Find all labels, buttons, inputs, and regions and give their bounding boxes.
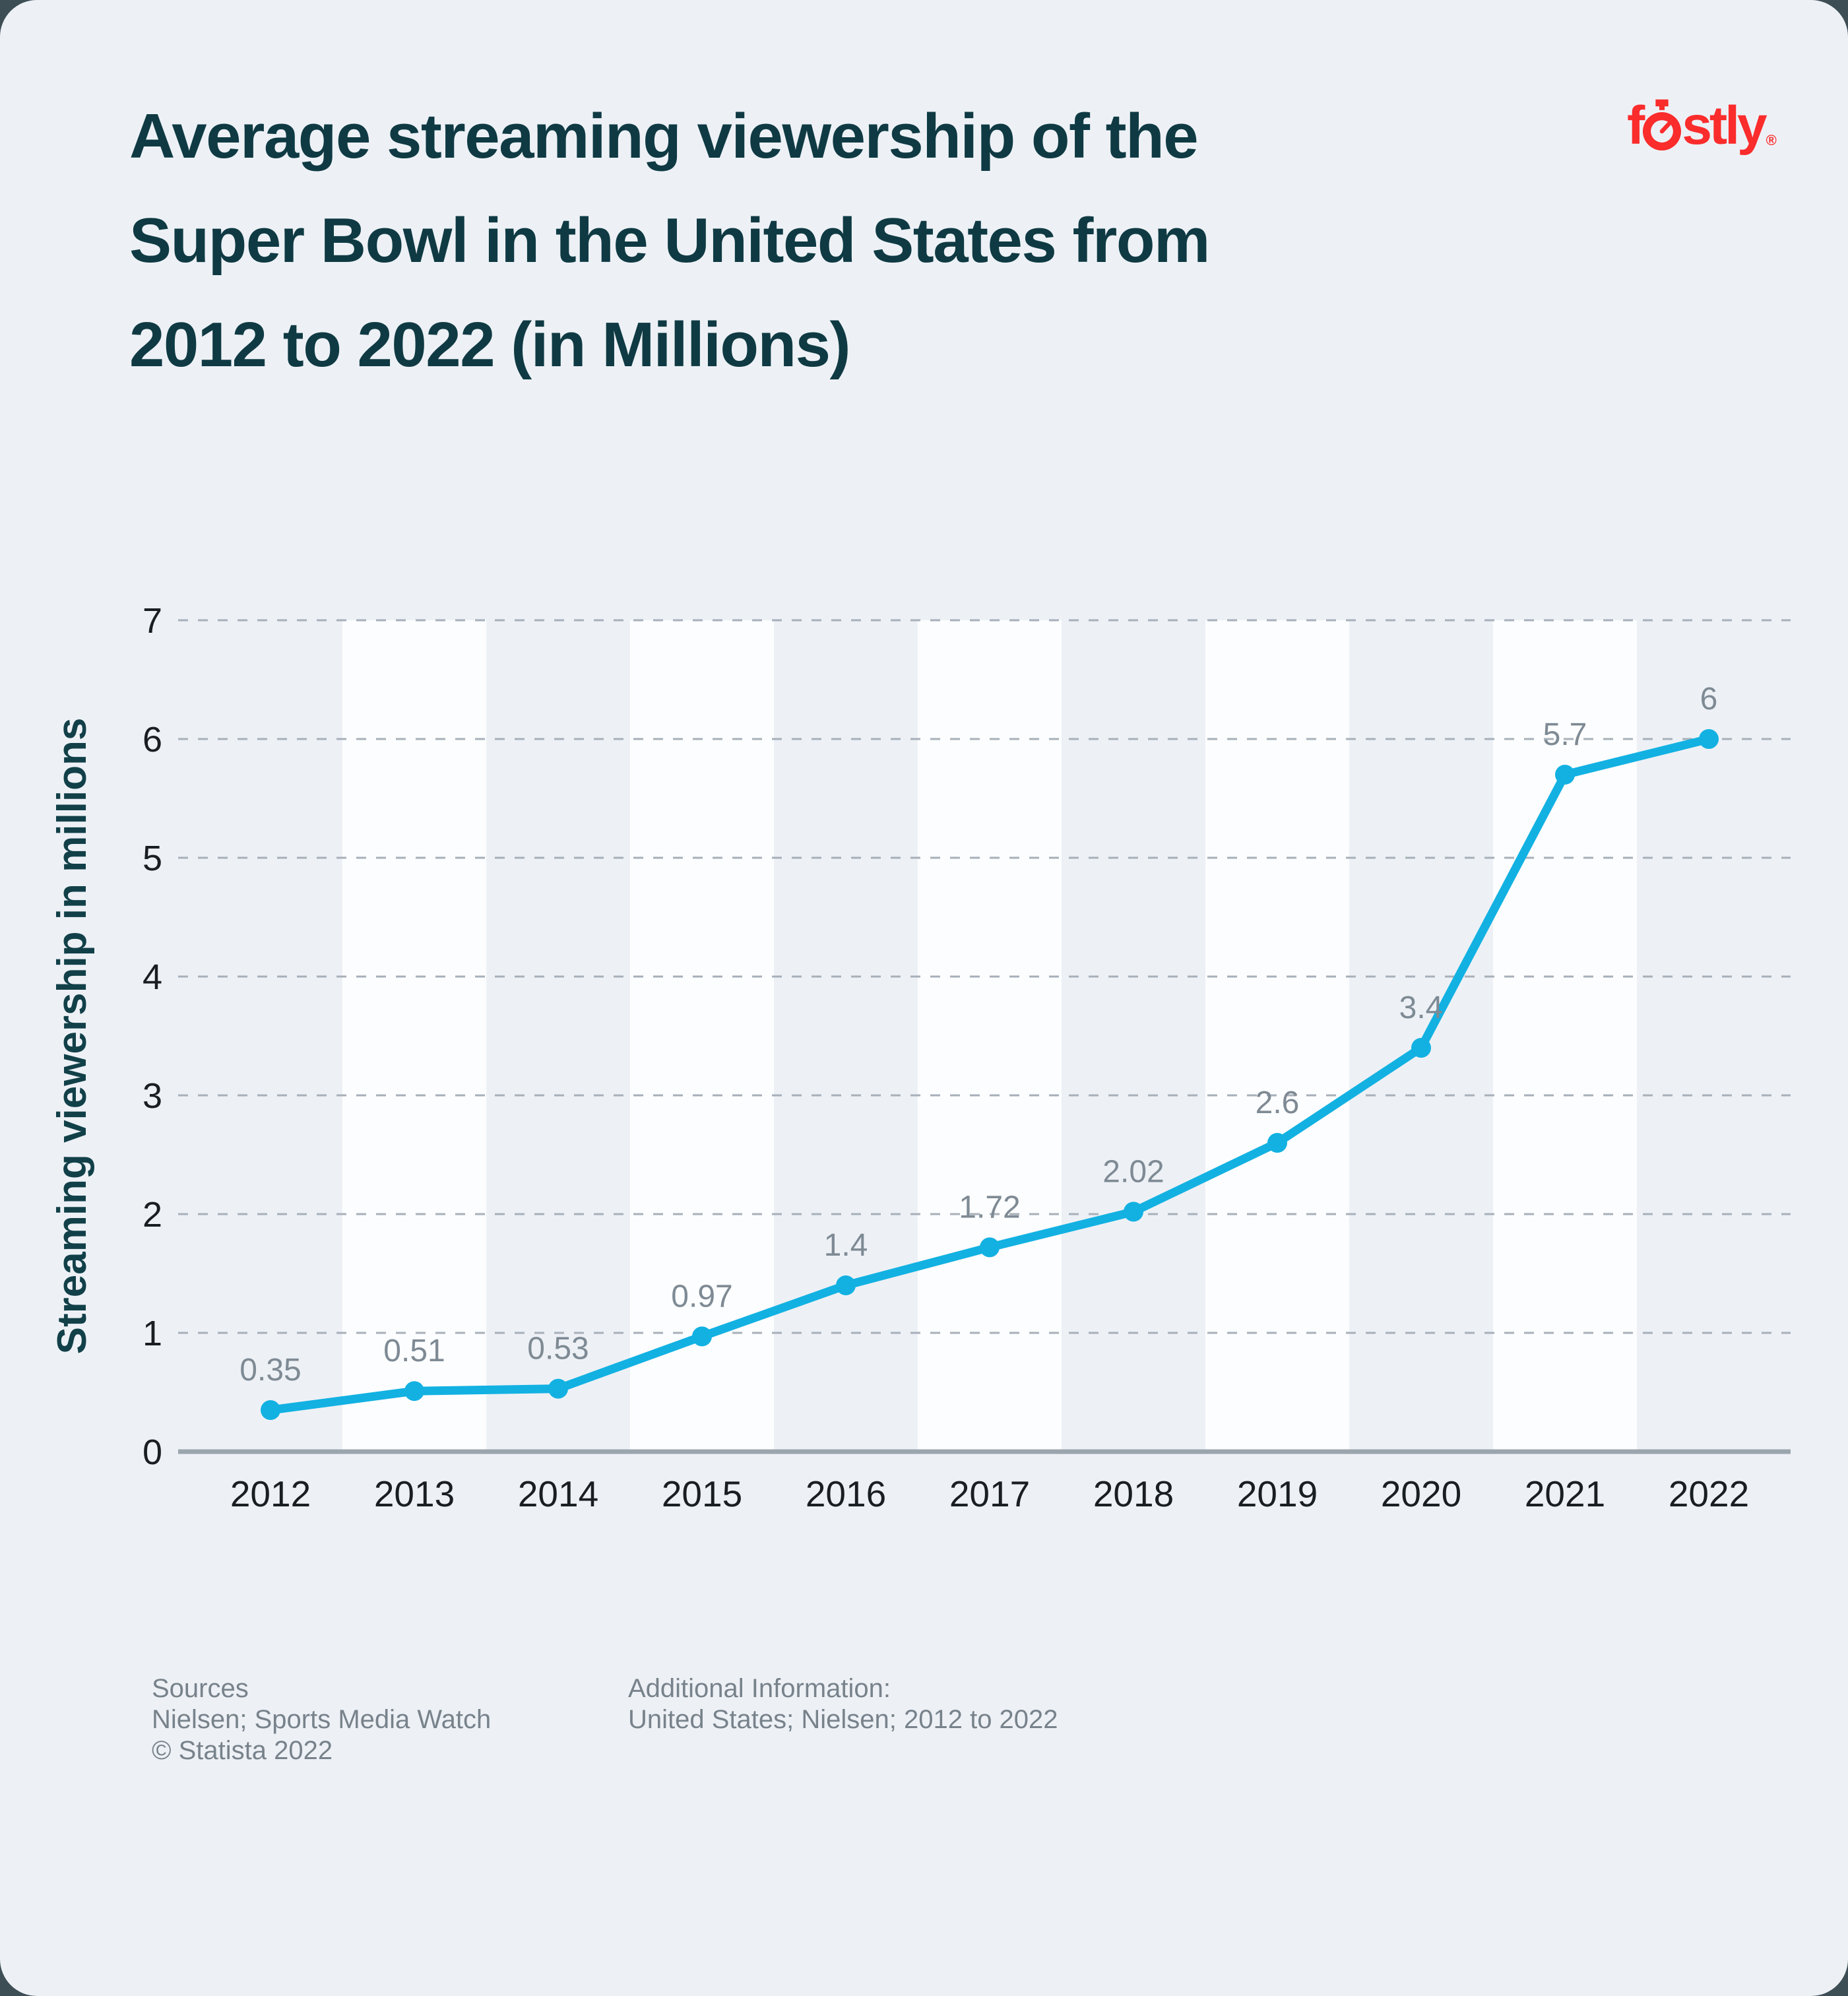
sources-title: Sources — [152, 1674, 249, 1703]
column-band — [630, 620, 774, 1452]
x-tick-label: 2022 — [1669, 1473, 1749, 1514]
data-point-label: 0.35 — [239, 1353, 301, 1388]
data-point — [548, 1378, 568, 1399]
fastly-logo: f stly ® — [1627, 99, 1777, 153]
x-tick-label: 2016 — [806, 1473, 886, 1514]
y-tick-label: 2 — [143, 1195, 162, 1235]
sources-block: Sources Nielsen; Sports Media Watch © St… — [152, 1673, 491, 1766]
title-line-2: Super Bowl in the United States from — [129, 205, 1210, 276]
data-point — [404, 1381, 424, 1401]
x-tick-label: 2021 — [1525, 1473, 1605, 1514]
data-point — [1699, 729, 1719, 749]
data-point-label: 0.51 — [383, 1334, 445, 1368]
data-point-label: 2.6 — [1256, 1085, 1300, 1120]
data-point-label: 2.02 — [1102, 1154, 1164, 1189]
data-point-label: 1.72 — [959, 1190, 1020, 1225]
y-tick-label: 5 — [143, 839, 162, 878]
x-tick-label: 2019 — [1237, 1473, 1318, 1514]
data-point — [692, 1326, 712, 1347]
x-tick-label: 2012 — [230, 1473, 311, 1514]
logo-text-start: f — [1627, 96, 1645, 156]
y-axis-title: Streaming viewership in millions — [49, 718, 95, 1355]
logo-text-end: stly — [1682, 96, 1767, 156]
registered-mark: ® — [1766, 132, 1777, 148]
y-tick-label: 7 — [143, 601, 162, 641]
y-tick-label: 6 — [143, 720, 162, 759]
column-band — [1205, 620, 1349, 1452]
y-tick-label: 1 — [143, 1314, 162, 1353]
y-tick-label: 0 — [143, 1433, 162, 1472]
x-tick-label: 2014 — [518, 1473, 598, 1514]
data-point-label: 6 — [1700, 682, 1718, 717]
data-point-label: 1.4 — [824, 1228, 868, 1263]
title-line-1: Average streaming viewership of the — [129, 101, 1199, 172]
data-point — [1267, 1133, 1287, 1153]
page-title: Average streaming viewership of the Supe… — [129, 84, 1568, 397]
stopwatch-icon — [1643, 99, 1682, 151]
x-tick-label: 2018 — [1093, 1473, 1174, 1514]
data-point — [980, 1237, 1000, 1258]
data-point — [1555, 765, 1575, 785]
column-band — [918, 620, 1062, 1452]
data-point — [261, 1400, 280, 1420]
additional-info-title: Additional Information: — [628, 1674, 891, 1703]
title-line-3: 2012 to 2022 (in Millions) — [129, 309, 851, 380]
data-point-label: 0.53 — [527, 1332, 589, 1367]
data-point — [1411, 1038, 1431, 1058]
x-tick-label: 2020 — [1381, 1473, 1461, 1514]
data-point-label: 5.7 — [1543, 717, 1587, 752]
sources-line: Nielsen; Sports Media Watch — [152, 1705, 492, 1734]
x-tick-label: 2017 — [949, 1473, 1030, 1514]
additional-info-line: United States; Nielsen; 2012 to 2022 — [628, 1705, 1058, 1734]
y-tick-label: 4 — [143, 957, 162, 997]
statista-copyright: © Statista 2022 — [152, 1736, 333, 1765]
x-tick-label: 2013 — [374, 1473, 455, 1514]
additional-info-block: Additional Information: United States; N… — [628, 1673, 1058, 1735]
y-tick-label: 3 — [143, 1076, 162, 1116]
data-point — [836, 1275, 856, 1295]
data-point-label: 0.97 — [671, 1279, 732, 1314]
data-point — [1124, 1202, 1143, 1222]
data-point-label: 3.4 — [1399, 990, 1444, 1025]
column-band — [342, 620, 486, 1452]
x-tick-label: 2015 — [662, 1473, 742, 1514]
